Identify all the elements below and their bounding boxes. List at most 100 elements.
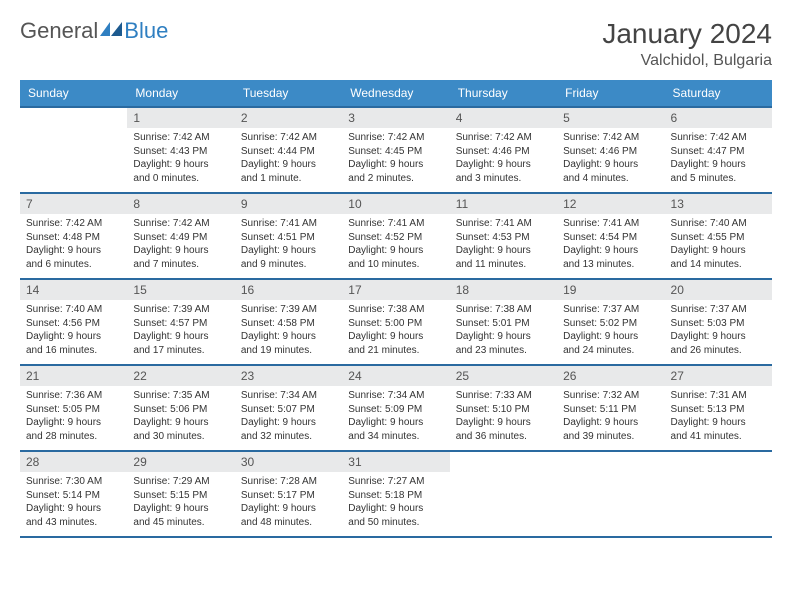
daylight-text: and 41 minutes. xyxy=(671,430,766,444)
weekday-header: Thursday xyxy=(450,80,557,107)
month-title: January 2024 xyxy=(602,18,772,50)
sunset-text: Sunset: 5:17 PM xyxy=(241,489,336,503)
calendar-day-cell: 21Sunrise: 7:36 AMSunset: 5:05 PMDayligh… xyxy=(20,365,127,451)
day-info: Sunrise: 7:38 AMSunset: 5:01 PMDaylight:… xyxy=(450,300,557,360)
calendar-body: 1Sunrise: 7:42 AMSunset: 4:43 PMDaylight… xyxy=(20,107,772,537)
day-info: Sunrise: 7:32 AMSunset: 5:11 PMDaylight:… xyxy=(557,386,664,446)
daylight-text: Daylight: 9 hours xyxy=(348,416,443,430)
calendar-day-cell: 4Sunrise: 7:42 AMSunset: 4:46 PMDaylight… xyxy=(450,107,557,193)
daylight-text: Daylight: 9 hours xyxy=(133,330,228,344)
daylight-text: Daylight: 9 hours xyxy=(26,330,121,344)
location-label: Valchidol, Bulgaria xyxy=(602,52,772,70)
sunrise-text: Sunrise: 7:28 AM xyxy=(241,475,336,489)
daylight-text: Daylight: 9 hours xyxy=(671,416,766,430)
calendar-day-cell: 6Sunrise: 7:42 AMSunset: 4:47 PMDaylight… xyxy=(665,107,772,193)
calendar-day-cell: 27Sunrise: 7:31 AMSunset: 5:13 PMDayligh… xyxy=(665,365,772,451)
calendar-head: SundayMondayTuesdayWednesdayThursdayFrid… xyxy=(20,80,772,107)
sunset-text: Sunset: 4:49 PM xyxy=(133,231,228,245)
day-info: Sunrise: 7:42 AMSunset: 4:43 PMDaylight:… xyxy=(127,128,234,188)
sunset-text: Sunset: 5:01 PM xyxy=(456,317,551,331)
daylight-text: Daylight: 9 hours xyxy=(563,416,658,430)
daylight-text: and 2 minutes. xyxy=(348,172,443,186)
daylight-text: Daylight: 9 hours xyxy=(26,502,121,516)
title-block: January 2024 Valchidol, Bulgaria xyxy=(602,18,772,70)
daylight-text: and 5 minutes. xyxy=(671,172,766,186)
day-info: Sunrise: 7:42 AMSunset: 4:45 PMDaylight:… xyxy=(342,128,449,188)
day-number: 27 xyxy=(665,366,772,386)
daylight-text: Daylight: 9 hours xyxy=(241,330,336,344)
day-number-empty xyxy=(665,452,772,472)
calendar-day-cell: 17Sunrise: 7:38 AMSunset: 5:00 PMDayligh… xyxy=(342,279,449,365)
sunrise-text: Sunrise: 7:34 AM xyxy=(348,389,443,403)
day-info: Sunrise: 7:42 AMSunset: 4:47 PMDaylight:… xyxy=(665,128,772,188)
day-number: 12 xyxy=(557,194,664,214)
day-number: 17 xyxy=(342,280,449,300)
daylight-text: and 43 minutes. xyxy=(26,516,121,530)
sunset-text: Sunset: 4:46 PM xyxy=(563,145,658,159)
day-info: Sunrise: 7:38 AMSunset: 5:00 PMDaylight:… xyxy=(342,300,449,360)
calendar-day-cell: 31Sunrise: 7:27 AMSunset: 5:18 PMDayligh… xyxy=(342,451,449,537)
day-number-empty xyxy=(20,108,127,128)
daylight-text: Daylight: 9 hours xyxy=(241,502,336,516)
calendar-week-row: 1Sunrise: 7:42 AMSunset: 4:43 PMDaylight… xyxy=(20,107,772,193)
daylight-text: and 34 minutes. xyxy=(348,430,443,444)
sunset-text: Sunset: 4:48 PM xyxy=(26,231,121,245)
daylight-text: and 26 minutes. xyxy=(671,344,766,358)
calendar-day-cell xyxy=(665,451,772,537)
calendar-day-cell: 5Sunrise: 7:42 AMSunset: 4:46 PMDaylight… xyxy=(557,107,664,193)
sunset-text: Sunset: 5:18 PM xyxy=(348,489,443,503)
sunset-text: Sunset: 4:43 PM xyxy=(133,145,228,159)
daylight-text: and 30 minutes. xyxy=(133,430,228,444)
sunset-text: Sunset: 5:10 PM xyxy=(456,403,551,417)
day-number: 10 xyxy=(342,194,449,214)
sunset-text: Sunset: 5:02 PM xyxy=(563,317,658,331)
day-number: 31 xyxy=(342,452,449,472)
weekday-row: SundayMondayTuesdayWednesdayThursdayFrid… xyxy=(20,80,772,107)
day-number: 19 xyxy=(557,280,664,300)
day-info: Sunrise: 7:41 AMSunset: 4:54 PMDaylight:… xyxy=(557,214,664,274)
sunrise-text: Sunrise: 7:38 AM xyxy=(456,303,551,317)
calendar-day-cell: 26Sunrise: 7:32 AMSunset: 5:11 PMDayligh… xyxy=(557,365,664,451)
daylight-text: and 4 minutes. xyxy=(563,172,658,186)
day-info: Sunrise: 7:41 AMSunset: 4:51 PMDaylight:… xyxy=(235,214,342,274)
daylight-text: Daylight: 9 hours xyxy=(563,158,658,172)
calendar-day-cell: 28Sunrise: 7:30 AMSunset: 5:14 PMDayligh… xyxy=(20,451,127,537)
day-number: 11 xyxy=(450,194,557,214)
day-info: Sunrise: 7:37 AMSunset: 5:03 PMDaylight:… xyxy=(665,300,772,360)
daylight-text: Daylight: 9 hours xyxy=(348,244,443,258)
daylight-text: and 24 minutes. xyxy=(563,344,658,358)
weekday-header: Tuesday xyxy=(235,80,342,107)
daylight-text: and 50 minutes. xyxy=(348,516,443,530)
calendar-day-cell: 16Sunrise: 7:39 AMSunset: 4:58 PMDayligh… xyxy=(235,279,342,365)
day-info: Sunrise: 7:31 AMSunset: 5:13 PMDaylight:… xyxy=(665,386,772,446)
sunrise-text: Sunrise: 7:31 AM xyxy=(671,389,766,403)
daylight-text: and 0 minutes. xyxy=(133,172,228,186)
sunrise-text: Sunrise: 7:27 AM xyxy=(348,475,443,489)
day-number: 23 xyxy=(235,366,342,386)
daylight-text: Daylight: 9 hours xyxy=(241,158,336,172)
brand-part2: Blue xyxy=(124,18,168,44)
day-number: 9 xyxy=(235,194,342,214)
daylight-text: and 23 minutes. xyxy=(456,344,551,358)
daylight-text: Daylight: 9 hours xyxy=(456,158,551,172)
calendar-day-cell: 13Sunrise: 7:40 AMSunset: 4:55 PMDayligh… xyxy=(665,193,772,279)
sunrise-text: Sunrise: 7:33 AM xyxy=(456,389,551,403)
day-info: Sunrise: 7:37 AMSunset: 5:02 PMDaylight:… xyxy=(557,300,664,360)
daylight-text: and 48 minutes. xyxy=(241,516,336,530)
day-number: 21 xyxy=(20,366,127,386)
calendar-table: SundayMondayTuesdayWednesdayThursdayFrid… xyxy=(20,80,772,538)
daylight-text: and 39 minutes. xyxy=(563,430,658,444)
weekday-header: Saturday xyxy=(665,80,772,107)
sunrise-text: Sunrise: 7:41 AM xyxy=(241,217,336,231)
sunset-text: Sunset: 5:11 PM xyxy=(563,403,658,417)
day-number: 20 xyxy=(665,280,772,300)
daylight-text: Daylight: 9 hours xyxy=(456,416,551,430)
day-number: 25 xyxy=(450,366,557,386)
calendar-day-cell: 3Sunrise: 7:42 AMSunset: 4:45 PMDaylight… xyxy=(342,107,449,193)
brand-flag-icon xyxy=(100,18,122,44)
sunset-text: Sunset: 5:07 PM xyxy=(241,403,336,417)
daylight-text: and 36 minutes. xyxy=(456,430,551,444)
page-header: General Blue January 2024 Valchidol, Bul… xyxy=(20,18,772,70)
sunrise-text: Sunrise: 7:36 AM xyxy=(26,389,121,403)
daylight-text: and 9 minutes. xyxy=(241,258,336,272)
